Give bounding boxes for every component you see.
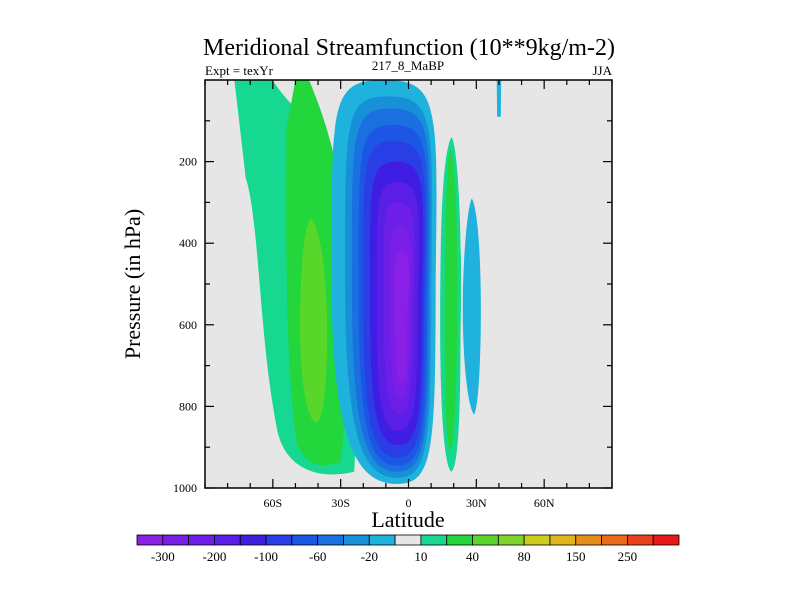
y-tick-label: 800 [179, 399, 197, 413]
chart-subtitle-right: JJA [592, 63, 612, 78]
y-tick-label: 1000 [173, 481, 197, 495]
contour-positive-nh-20 [444, 149, 458, 452]
x-tick-label: 30N [466, 496, 487, 510]
colorbar-label: 40 [466, 549, 479, 564]
colorbar-label: -60 [309, 549, 326, 564]
contour-negative-nh-10 [462, 198, 481, 415]
colorbar-swatch [626, 534, 654, 546]
colorbar-swatch [420, 534, 448, 546]
colorbar-label: -200 [203, 549, 227, 564]
colorbar-label: 250 [618, 549, 638, 564]
chart-subtitle-center: 217_8_MaBP [372, 58, 444, 73]
contour-positive-sh-40 [299, 218, 328, 423]
colorbar-label: -100 [254, 549, 278, 564]
colorbar-swatch [343, 534, 370, 546]
colorbar-swatch [317, 534, 344, 546]
colorbar-label: 10 [414, 549, 427, 564]
x-tick-label: 0 [406, 496, 412, 510]
colorbar: -300 -200 -100 -60 -20 10 40 80 150 250 [136, 534, 680, 564]
y-axis-label: Pressure (in hPa) [120, 209, 145, 359]
colorbar-swatch [368, 534, 396, 546]
colorbar-swatch [601, 534, 628, 546]
x-axis-label: Latitude [371, 507, 444, 532]
x-tick-label: 30S [331, 496, 350, 510]
x-tick-label: 60N [534, 496, 555, 510]
contour-negative-hadley-core [402, 308, 406, 374]
colorbar-swatch [497, 534, 525, 546]
colorbar-swatch [652, 534, 680, 546]
contour-fills [234, 80, 502, 484]
chart-subtitle-left: Expt = texYr [205, 63, 274, 78]
colorbar-swatch [549, 534, 577, 546]
colorbar-swatch [575, 534, 602, 546]
colorbar-label: -300 [151, 549, 175, 564]
colorbar-swatch [188, 534, 215, 546]
colorbar-swatch [162, 534, 190, 546]
contour-negative-top-10 [496, 80, 502, 117]
colorbar-label: 150 [566, 549, 586, 564]
contour-negative-hadley-10 [394, 251, 410, 382]
chart-title: Meridional Streamfunction (10**9kg/m-2) [203, 35, 615, 61]
colorbar-swatch [472, 534, 499, 546]
colorbar-swatch [446, 534, 473, 546]
y-tick-label: 400 [179, 236, 197, 250]
colorbar-swatch [394, 534, 422, 546]
colorbar-swatch [214, 534, 241, 546]
y-axis: 200 400 600 800 1000 [173, 120, 612, 495]
y-tick-label: 600 [179, 318, 197, 332]
colorbar-label: -20 [361, 549, 378, 564]
x-axis: 60S 30S 0 30N 60N [204, 80, 613, 510]
colorbar-label: 80 [518, 549, 531, 564]
colorbar-swatch [136, 534, 164, 546]
colorbar-swatch [523, 534, 551, 546]
colorbar-swatch [291, 534, 319, 546]
x-tick-label: 60S [263, 496, 282, 510]
y-tick-label: 200 [179, 155, 197, 169]
colorbar-swatch [239, 534, 267, 546]
colorbar-swatch [265, 534, 293, 546]
